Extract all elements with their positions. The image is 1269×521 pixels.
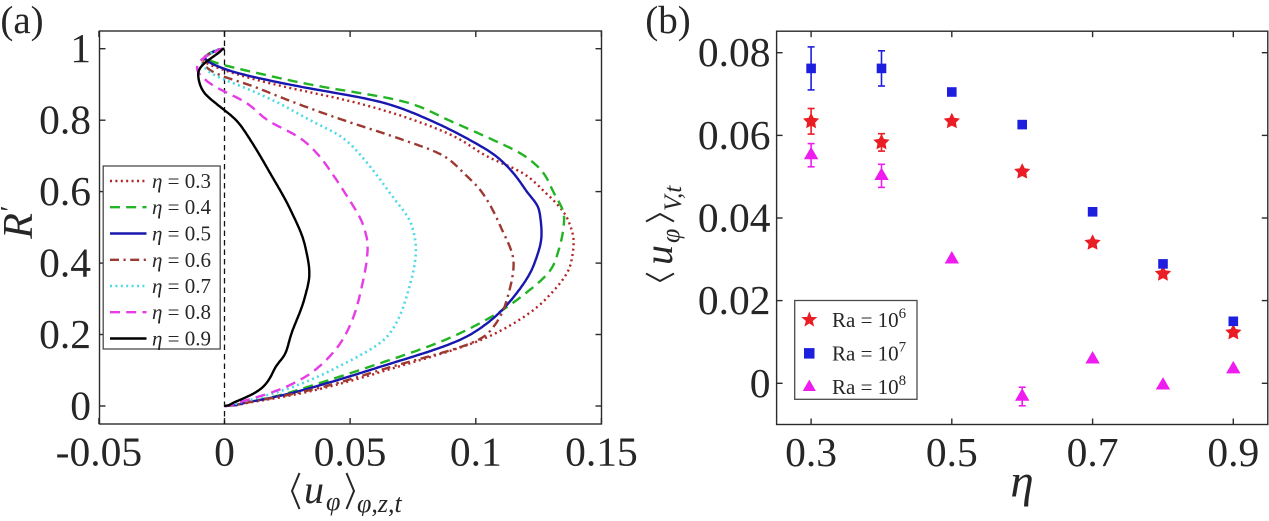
svg-text:0: 0 [214,429,235,475]
svg-text:-0.05: -0.05 [56,429,142,475]
svg-text:0: 0 [70,383,91,429]
svg-text:η = 0.9: η = 0.9 [152,327,211,351]
svg-text:φ: φ [326,487,340,516]
svg-text:(a): (a) [0,0,43,42]
svg-text:0.9: 0.9 [1207,429,1259,475]
svg-text:φ,z,t: φ,z,t [357,489,403,516]
svg-text:0.6: 0.6 [39,168,91,214]
svg-text:Ra = 106: Ra = 106 [832,306,907,332]
svg-text:0.02: 0.02 [698,277,771,323]
svg-text:0.05: 0.05 [314,429,387,475]
svg-text:η = 0.6: η = 0.6 [152,248,211,272]
svg-text:η = 0.5: η = 0.5 [152,222,211,246]
svg-text:0.8: 0.8 [39,97,91,143]
svg-text:0.1: 0.1 [450,429,502,475]
svg-text:0.3: 0.3 [785,429,837,475]
svg-text:φ: φ [656,229,685,243]
svg-text:0.4: 0.4 [39,240,91,286]
svg-text:η = 0.4: η = 0.4 [152,195,212,219]
svg-text:Ra = 108: Ra = 108 [832,373,906,399]
svg-text:1: 1 [70,25,91,71]
svg-text:η: η [1010,456,1033,508]
svg-text:0.06: 0.06 [698,112,771,158]
svg-text:0.15: 0.15 [565,429,638,475]
svg-text:Ra = 107: Ra = 107 [832,339,907,365]
svg-text:η = 0.8: η = 0.8 [152,300,211,324]
svg-text:η = 0.7: η = 0.7 [152,274,211,298]
svg-text:V,t: V,t [660,185,687,211]
svg-text:0.04: 0.04 [698,195,771,241]
svg-text:0.7: 0.7 [1067,429,1119,475]
svg-text:0.08: 0.08 [698,29,771,75]
svg-text:0.5: 0.5 [926,429,978,475]
svg-text:0.2: 0.2 [39,311,91,357]
svg-text:0: 0 [750,360,771,406]
svg-text:u: u [304,467,324,512]
svg-text:u: u [636,245,681,265]
svg-text:η = 0.3: η = 0.3 [152,169,211,193]
svg-text:(b): (b) [645,0,690,42]
